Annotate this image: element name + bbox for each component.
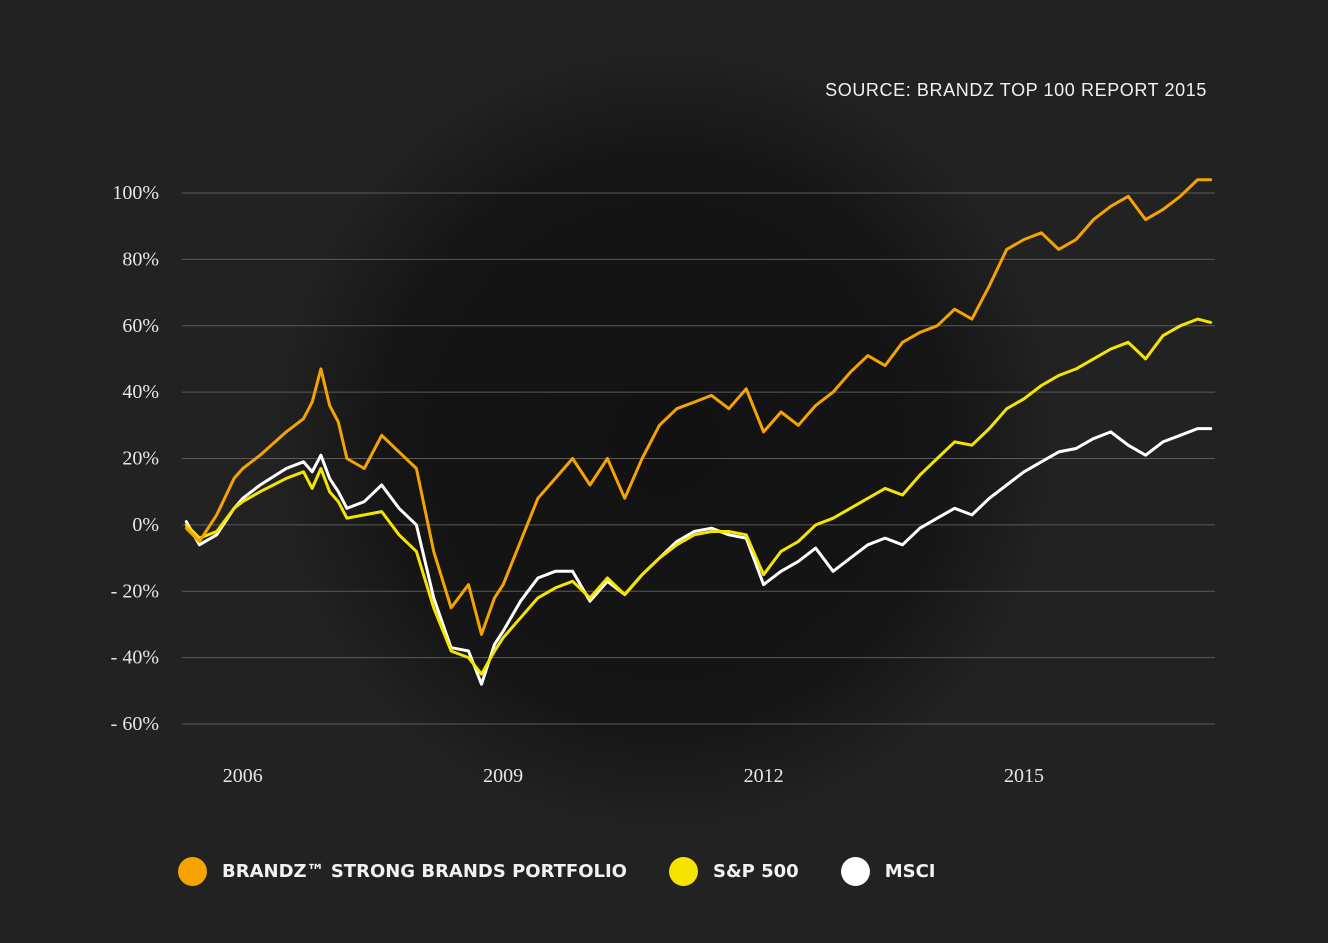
series-line-brandz	[184, 178, 1213, 636]
y-tick-label: - 40%	[111, 647, 159, 669]
y-tick-label: 0%	[132, 514, 159, 536]
x-tick-label: 2015	[1004, 765, 1044, 787]
legend-label-sp500: S&P 500	[712, 861, 799, 882]
legend-label-msci: MSCI	[884, 861, 936, 882]
y-tick-label: 40%	[122, 381, 159, 403]
legend-item-sp500: S&P 500	[668, 857, 799, 886]
x-tick-label: 2012	[744, 765, 784, 787]
legend-label-brandz: BRANDZ™ STRONG BRANDS PORTFOLIO	[222, 861, 627, 882]
series-line-sp500	[184, 317, 1213, 676]
y-tick-label: 100%	[112, 182, 159, 204]
legend-swatch-msci	[840, 857, 870, 886]
grid-lines	[182, 192, 1215, 725]
y-tick-label: 20%	[122, 448, 159, 470]
y-tick-label: 60%	[122, 315, 159, 337]
series-lines	[184, 178, 1213, 686]
legend-swatch-brandz	[178, 857, 207, 886]
background-vignette	[275, 50, 1055, 830]
legend-swatch-sp500	[668, 857, 698, 886]
y-tick-label: - 60%	[111, 713, 159, 735]
x-tick-label: 2006	[223, 765, 263, 787]
source-note: SOURCE: BRANDZ TOP 100 REPORT 2015	[825, 80, 1207, 100]
x-axis-labels: 2006 2009 2012 2015	[223, 765, 1044, 787]
legend: BRANDZ™ STRONG BRANDS PORTFOLIO S&P 500 …	[178, 857, 977, 886]
legend-item-brandz: BRANDZ™ STRONG BRANDS PORTFOLIO	[178, 857, 627, 886]
legend-item-msci: MSCI	[840, 857, 936, 886]
x-tick-label: 2009	[483, 765, 523, 787]
y-tick-label: - 20%	[111, 580, 159, 602]
y-axis-labels: 100% 80% 60% 40% 20% 0% - 20% - 40% - 60%	[111, 182, 159, 735]
y-tick-label: 80%	[122, 248, 159, 270]
